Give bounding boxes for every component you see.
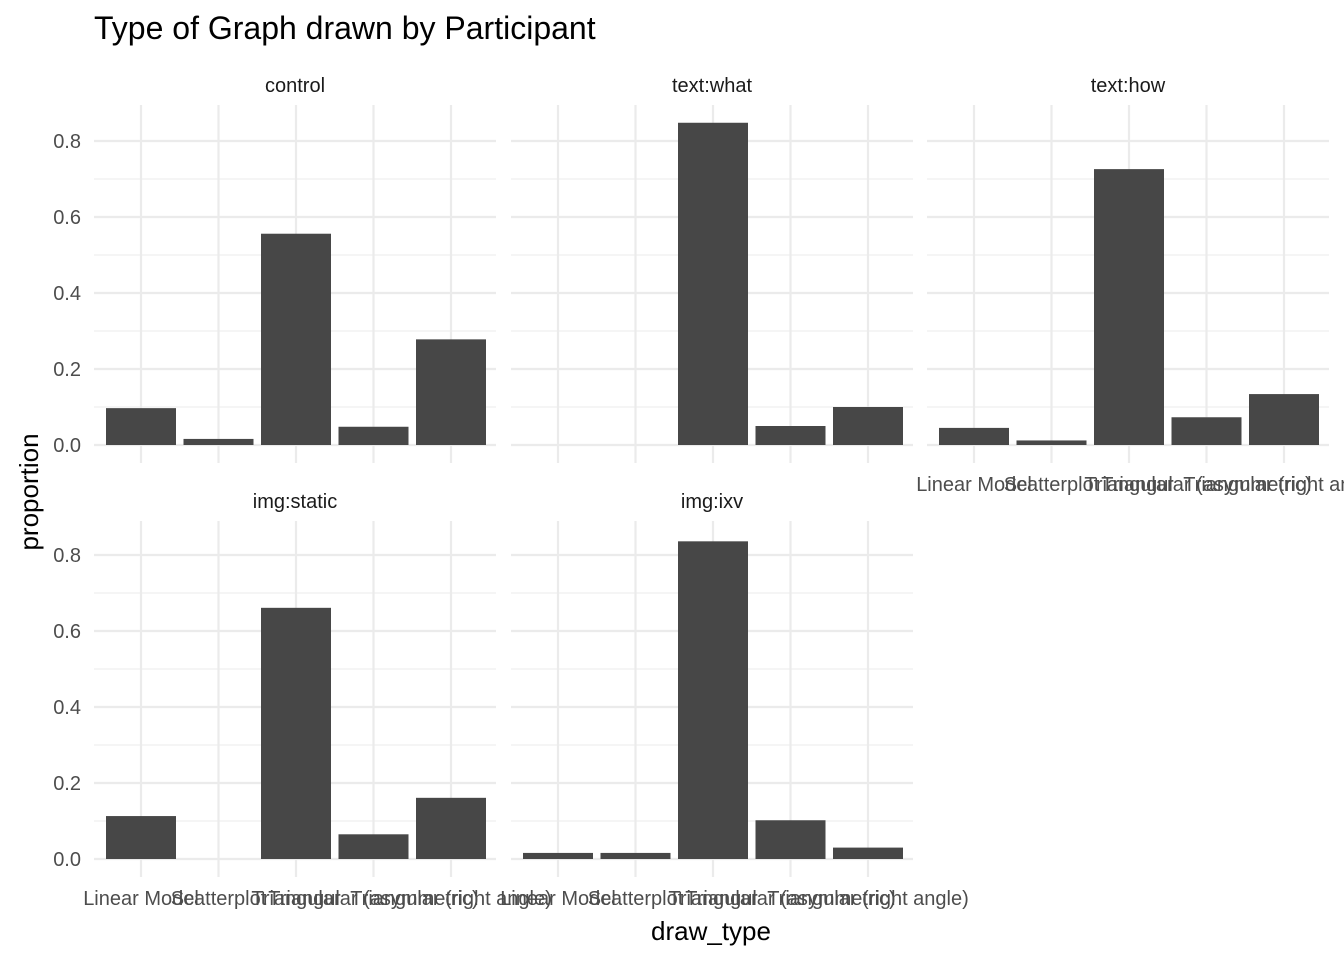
bar — [183, 438, 254, 445]
x-axis-title: draw_type — [651, 916, 771, 946]
bar — [523, 852, 593, 859]
bar — [338, 834, 409, 859]
bar — [833, 407, 903, 445]
bar — [416, 797, 486, 859]
y-tick-label: 0.8 — [53, 131, 81, 153]
y-tick-label: 0.6 — [53, 621, 81, 643]
y-tick-label: 0.4 — [53, 283, 81, 305]
bar — [755, 426, 826, 445]
x-tick-label: Scatterplot — [588, 888, 684, 910]
bar — [678, 541, 748, 859]
bar — [939, 427, 1009, 445]
bar — [106, 816, 176, 859]
bar — [261, 233, 331, 445]
facet-strip-label: img:ixv — [681, 491, 743, 513]
facet-panels: control 0.0 0.2 0.4 0.6 0.8 text:what text:how L… — [53, 75, 1344, 910]
x-tick-label: Triangular (right angle) — [767, 888, 969, 910]
facet-panel: control 0.0 0.2 0.4 0.6 0.8 — [53, 75, 496, 463]
facet-strip-label: control — [265, 75, 325, 97]
x-tick-label: Triangular (asymmetric) — [685, 888, 895, 910]
y-tick-label: 0.0 — [53, 435, 81, 457]
y-tick-label: 0.0 — [53, 849, 81, 871]
facet-strip-label: img:static — [253, 491, 337, 513]
bar — [416, 339, 486, 445]
chart-title: Type of Graph drawn by Participant — [94, 10, 596, 46]
bar — [261, 607, 331, 859]
x-tick-label: Triangular — [1084, 474, 1174, 496]
bar — [338, 426, 409, 445]
facet-strip-label: text:what — [672, 75, 752, 97]
y-tick-label: 0.8 — [53, 545, 81, 567]
facet-strip-label: text:how — [1091, 75, 1166, 97]
x-tick-label: Linear Model — [916, 474, 1032, 496]
x-tick-label: Triangular (asymmetric) — [1101, 474, 1311, 496]
y-tick-label: 0.2 — [53, 359, 81, 381]
facet-panel: text:what — [511, 75, 913, 463]
bar — [600, 852, 671, 859]
x-tick-label: Scatterplot — [171, 888, 267, 910]
y-tick-label: 0.2 — [53, 773, 81, 795]
bar — [678, 122, 748, 445]
bar — [1016, 440, 1087, 445]
x-tick-label: Linear Model — [83, 888, 199, 910]
x-tick-label: Triangular (asymmetric) — [268, 888, 478, 910]
y-tick-label: 0.6 — [53, 207, 81, 229]
bar — [106, 408, 176, 445]
x-tick-label: Triangular — [251, 888, 341, 910]
bar — [755, 820, 826, 859]
x-tick-label: Triangular — [668, 888, 758, 910]
x-tick-label: Scatterplot — [1004, 474, 1100, 496]
y-axis-title: proportion — [14, 433, 44, 550]
facet-panel: img:static 0.0 0.2 0.4 0.6 0.8 Linear ModelSca… — [53, 491, 552, 910]
bar — [833, 847, 903, 859]
x-tick-label: Triangular (right angle) — [350, 888, 552, 910]
bar — [1249, 394, 1319, 445]
y-tick-label: 0.4 — [53, 697, 81, 719]
x-tick-label: Triangular (right angle) — [1183, 474, 1344, 496]
x-tick-label: Linear Model — [500, 888, 616, 910]
bar — [1171, 417, 1242, 445]
bar — [1094, 169, 1164, 445]
